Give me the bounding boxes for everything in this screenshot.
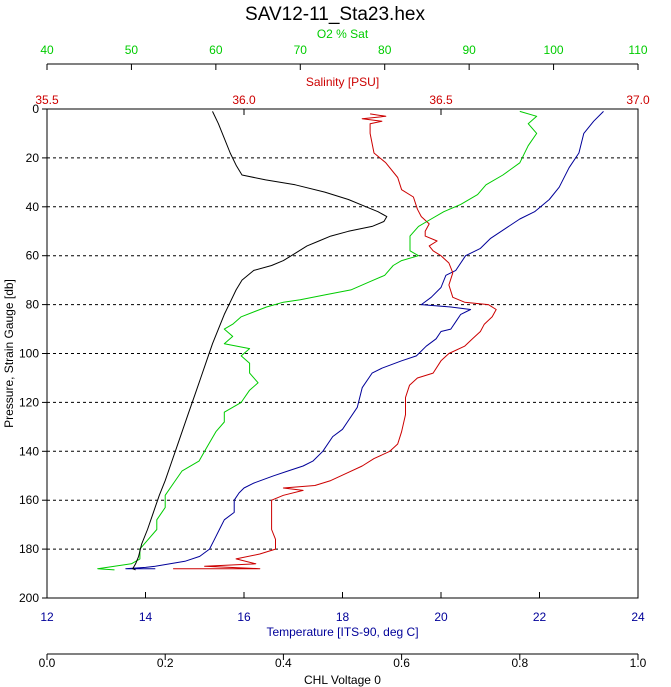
temp-axis-label: Temperature [ITS-90, deg C] <box>266 625 418 639</box>
chl-tick-label: 0.0 <box>39 656 56 670</box>
grid-lines <box>47 157 638 550</box>
chl-tick-label: 0.6 <box>393 656 410 670</box>
y-tick-label: 60 <box>26 249 40 263</box>
o2-tick-label: 40 <box>40 43 54 57</box>
o2-tick-label: 50 <box>125 43 139 57</box>
sal-profile-line <box>173 113 497 570</box>
o2-tick-label: 60 <box>209 43 223 57</box>
y-tick-label: 180 <box>19 542 39 556</box>
chart-title: SAV12-11_Sta23.hex <box>245 4 425 25</box>
y-tick-label: 80 <box>26 298 40 312</box>
temp-tick-label: 20 <box>434 610 448 624</box>
temp-tick-label: 14 <box>139 610 153 624</box>
sal-axis-label: Salinity [PSU] <box>306 75 379 89</box>
sal-tick-label: 36.0 <box>232 93 256 107</box>
temp-tick-label: 12 <box>40 610 54 624</box>
o2-tick-label: 80 <box>378 43 392 57</box>
chl-axis-label: CHL Voltage 0 <box>304 673 381 687</box>
y-tick-label: 120 <box>19 395 39 409</box>
o2-tick-label: 100 <box>544 43 564 57</box>
chl-tick-label: 0.4 <box>275 656 292 670</box>
y-tick-label: 140 <box>19 444 39 458</box>
y-tick-label: 0 <box>32 102 39 116</box>
y-axis-label: Pressure, Strain Gauge [db] <box>2 279 16 428</box>
sal-tick-label: 35.5 <box>35 93 59 107</box>
chl-tick-label: 0.8 <box>511 656 528 670</box>
temp-tick-label: 16 <box>237 610 251 624</box>
y-tick-label: 40 <box>26 200 40 214</box>
o2-tick-label: 90 <box>462 43 476 57</box>
chl-profile-line <box>132 111 388 571</box>
temp-profile-line <box>125 111 604 570</box>
chl-tick-label: 0.2 <box>157 656 174 670</box>
sal-tick-label: 36.5 <box>429 93 453 107</box>
o2-profile-line <box>97 110 538 571</box>
y-tick-label: 100 <box>19 347 39 361</box>
sal-tick-label: 37.0 <box>626 93 650 107</box>
y-tick-label: 20 <box>26 151 40 165</box>
o2-axis-label: O2 % Sat <box>317 27 369 41</box>
o2-tick-label: 70 <box>294 43 308 57</box>
temp-tick-label: 22 <box>533 610 547 624</box>
temp-tick-label: 24 <box>631 610 645 624</box>
y-tick-label: 200 <box>19 591 39 605</box>
axes: 0 20 40 60 80 100 120 140 160 180 200 Pressure, Str… <box>2 27 650 687</box>
y-tick-label: 160 <box>19 493 39 507</box>
o2-tick-label: 110 <box>628 43 647 57</box>
series-lines <box>97 110 604 571</box>
chl-tick-label: 1.0 <box>630 656 647 670</box>
temp-tick-label: 18 <box>336 610 350 624</box>
